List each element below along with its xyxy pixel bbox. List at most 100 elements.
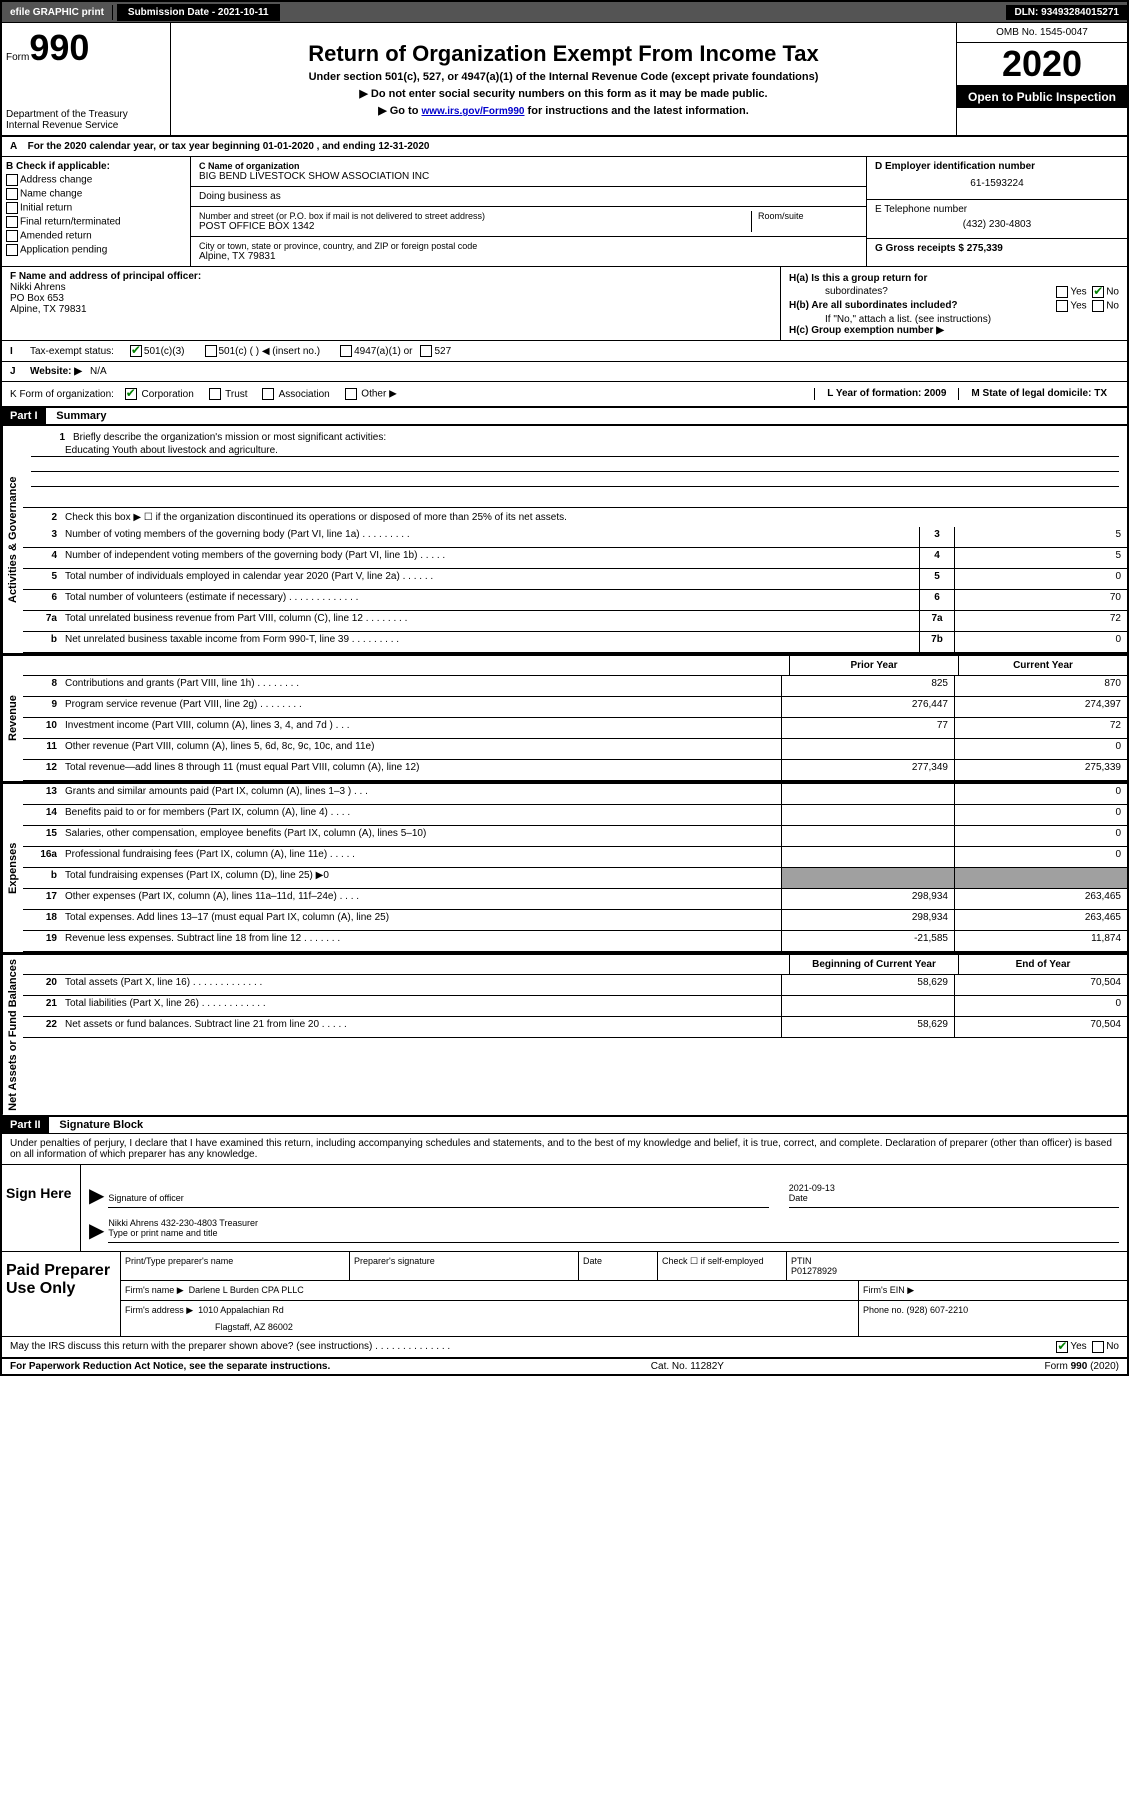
cb-final-return[interactable]: Final return/terminated [6, 216, 186, 228]
row-current: 0 [954, 805, 1127, 825]
firm-name: Firm's name ▶ Darlene L Burden CPA PLLC [121, 1281, 859, 1300]
row-11: 11 Other revenue (Part VIII, column (A),… [23, 739, 1127, 760]
q2-row: 2 Check this box ▶ ☐ if the organization… [23, 508, 1127, 527]
cb-501c[interactable] [205, 345, 217, 357]
row-text: Professional fundraising fees (Part IX, … [61, 847, 781, 867]
hb-note: If "No," attach a list. (see instruction… [789, 314, 1119, 325]
tax-year: 2020 [957, 43, 1127, 86]
net-col-header: Beginning of Current Year End of Year [23, 955, 1127, 975]
beginning-header: Beginning of Current Year [789, 955, 958, 974]
row-b: b Net unrelated business taxable income … [23, 632, 1127, 653]
org-name-value: BIG BEND LIVESTOCK SHOW ASSOCIATION INC [199, 171, 858, 182]
row-text: Other expenses (Part IX, column (A), lin… [61, 889, 781, 909]
cb-application-pending[interactable]: Application pending [6, 244, 186, 256]
row-text: Total number of individuals employed in … [61, 569, 919, 589]
cb-527[interactable] [420, 345, 432, 357]
f-name: Nikki Ahrens [10, 282, 772, 293]
row-current: 0 [954, 739, 1127, 759]
row-text: Grants and similar amounts paid (Part IX… [61, 784, 781, 804]
j-text: Website: ▶ [30, 366, 82, 377]
officer-sig-field[interactable]: Signature of officer [108, 1183, 768, 1208]
cb-other[interactable] [345, 388, 357, 400]
firm-ein: Firm's EIN ▶ [859, 1281, 1127, 1300]
revenue-section: Revenue Prior Year Current Year 8 Contri… [2, 655, 1127, 783]
row-prior [781, 847, 954, 867]
section-c: C Name of organization BIG BEND LIVESTOC… [191, 157, 866, 266]
discuss-text: May the IRS discuss this return with the… [10, 1341, 1056, 1352]
q2-text: Check this box ▶ ☐ if the organization d… [61, 510, 1127, 525]
row-box: 6 [919, 590, 954, 610]
expenses-section: Expenses 13 Grants and similar amounts p… [2, 783, 1127, 954]
section-k: K Form of organization: Corporation Trus… [2, 382, 1127, 408]
officer-name-field[interactable]: Nikki Ahrens 432-230-4803 Treasurer Type… [108, 1218, 1119, 1243]
prior-year-header: Prior Year [789, 656, 958, 675]
row-b: b Total fundraising expenses (Part IX, c… [23, 868, 1127, 889]
discuss-no[interactable] [1092, 1341, 1104, 1353]
row-val: 5 [954, 527, 1127, 547]
prep-row-1: Print/Type preparer's name Preparer's si… [121, 1252, 1127, 1281]
sign-section: Sign Here ▶ Signature of officer 2021-09… [2, 1165, 1127, 1252]
discuss-yes[interactable] [1056, 1341, 1068, 1353]
cb-initial-return[interactable]: Initial return [6, 202, 186, 214]
row-current: 870 [954, 676, 1127, 696]
instruction-1: ▶ Do not enter social security numbers o… [175, 87, 952, 100]
cb-trust[interactable] [209, 388, 221, 400]
phone-value: (432) 230-4803 [875, 215, 1119, 234]
sub-title: Under section 501(c), 527, or 4947(a)(1)… [175, 71, 952, 83]
row-14: 14 Benefits paid to or for members (Part… [23, 805, 1127, 826]
ha-no[interactable] [1092, 286, 1104, 298]
cb-amended-return[interactable]: Amended return [6, 230, 186, 242]
i-label: I [10, 346, 30, 357]
row-9: 9 Program service revenue (Part VIII, li… [23, 697, 1127, 718]
header-block: Form 990 Department of the Treasury Inte… [2, 23, 1127, 137]
header-left: Form 990 Department of the Treasury Inte… [2, 23, 171, 135]
activities-governance-section: Activities & Governance 1 Briefly descri… [2, 425, 1127, 655]
hb-yes[interactable] [1056, 300, 1068, 312]
section-b-label: B Check if applicable: [6, 161, 186, 172]
row-num: 9 [23, 697, 61, 717]
cb-4947[interactable] [340, 345, 352, 357]
efile-print-button[interactable]: Submission Date - 2021-10-11 [117, 4, 280, 21]
cb-address-change[interactable]: Address change [6, 174, 186, 186]
row-5: 5 Total number of individuals employed i… [23, 569, 1127, 590]
row-text: Benefits paid to or for members (Part IX… [61, 805, 781, 825]
form990-link[interactable]: www.irs.gov/Form990 [422, 106, 525, 117]
ein-value: 61-1593224 [875, 172, 1119, 195]
part2-header-row: Part II Signature Block [2, 1117, 1127, 1134]
row-num: 16a [23, 847, 61, 867]
street-value: POST OFFICE BOX 1342 [199, 221, 751, 232]
row-current: 263,465 [954, 889, 1127, 909]
row-box: 7b [919, 632, 954, 652]
hb-no[interactable] [1092, 300, 1104, 312]
ha-yes[interactable] [1056, 286, 1068, 298]
row-num: 21 [23, 996, 61, 1016]
row-num: 14 [23, 805, 61, 825]
phone-box: E Telephone number (432) 230-4803 [867, 200, 1127, 239]
part1-header-row: Part I Summary [2, 408, 1127, 425]
sig-date-field[interactable]: 2021-09-13 Date [789, 1183, 1119, 1208]
ha-sub-row: subordinates? Yes No [789, 286, 1119, 298]
row-text: Program service revenue (Part VIII, line… [61, 697, 781, 717]
row-current: 0 [954, 784, 1127, 804]
f-label: F Name and address of principal officer: [10, 271, 772, 282]
form-number: 990 [29, 27, 89, 69]
prep-row-2: Firm's name ▶ Darlene L Burden CPA PLLC … [121, 1281, 1127, 1301]
row-num: 22 [23, 1017, 61, 1037]
cb-corp[interactable] [125, 388, 137, 400]
row-num: 4 [23, 548, 61, 568]
row-12: 12 Total revenue—add lines 8 through 11 … [23, 760, 1127, 781]
row-num: 17 [23, 889, 61, 909]
row-prior: 298,934 [781, 889, 954, 909]
row-10: 10 Investment income (Part VIII, column … [23, 718, 1127, 739]
row-num: 11 [23, 739, 61, 759]
header-center: Return of Organization Exempt From Incom… [171, 23, 956, 135]
row-16a: 16a Professional fundraising fees (Part … [23, 847, 1127, 868]
instruction-2: ▶ Go to www.irs.gov/Form990 for instruct… [175, 104, 952, 117]
cb-501c3[interactable] [130, 345, 142, 357]
j-label: J [10, 366, 30, 377]
row-13: 13 Grants and similar amounts paid (Part… [23, 784, 1127, 805]
row-num: b [23, 632, 61, 652]
row-text: Number of voting members of the governin… [61, 527, 919, 547]
cb-name-change[interactable]: Name change [6, 188, 186, 200]
cb-assoc[interactable] [262, 388, 274, 400]
